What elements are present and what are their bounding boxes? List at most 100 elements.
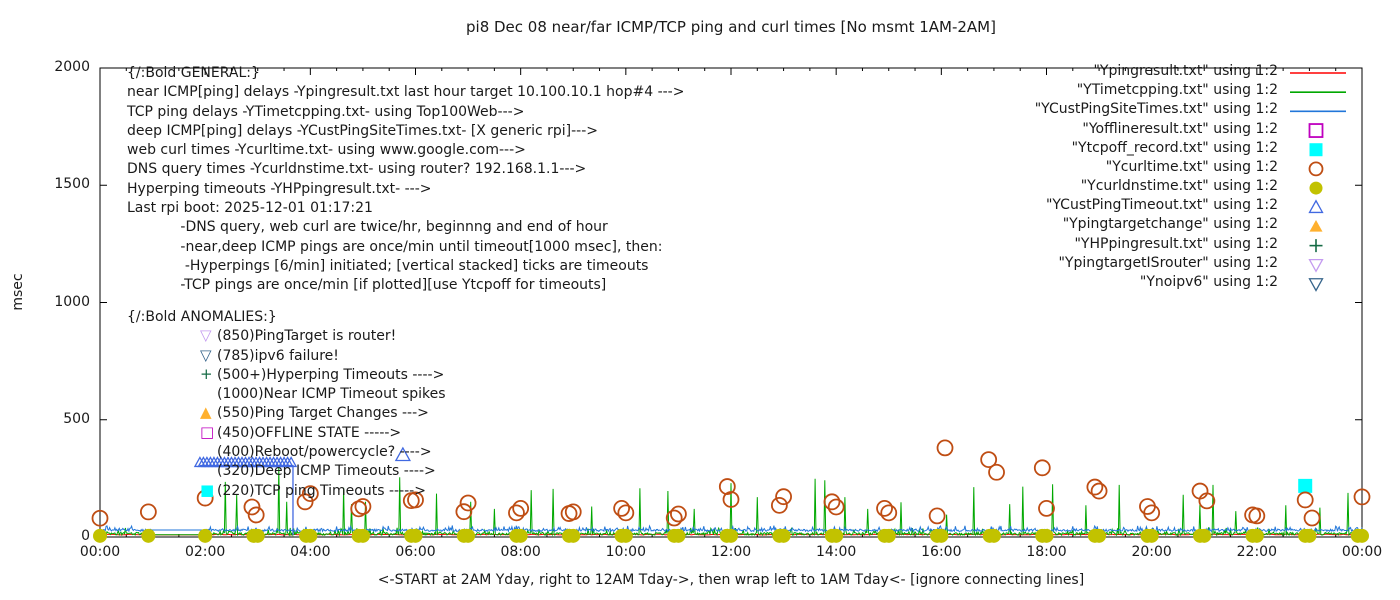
triangle-down-open-marker [1308,278,1324,292]
anomaly-text: (320)Deep ICMP Timeouts ----> [217,463,436,480]
anomalies-header: {/:Bold ANOMALIES:} [127,309,277,325]
circle-open-marker [617,504,635,522]
circle-filled-marker [355,528,370,543]
circle-open-marker [196,489,214,507]
circle-open-marker [770,496,788,514]
circle-open-marker [1248,507,1266,525]
x-tick-label: 04:00 [290,544,331,560]
anomaly-item: (320)Deep ICMP Timeouts ----> [127,462,446,481]
legend-entry: "Ypingresult.txt" using 1:2 [1093,63,1278,79]
circle-filled-marker [881,528,896,543]
legend-entry: "Ytcpoff_record.txt" using 1:2 [1071,139,1278,156]
circle-open-marker [936,439,954,457]
circle-open-marker [1038,499,1055,517]
general-line: DNS query times -Ycurldnstime.txt- using… [127,161,587,178]
circle-open-marker [243,498,261,516]
circle-open-marker [508,504,525,522]
anomaly-text: (785)ipv6 failure! [217,347,339,364]
circle-filled-marker [1092,528,1107,543]
circle-open-marker [670,505,687,523]
circle-filled-marker [1309,181,1323,195]
y-tick-label: 500 [63,410,90,427]
circle-filled-marker [408,528,423,543]
triangle-down-open-marker [1308,258,1324,273]
general-line: web curl times -Ycurltime.txt- using www… [127,142,526,159]
anomaly-marker-icon: ■ [200,480,215,499]
circle-filled-marker [829,528,844,543]
x-tick-label: 00:00 [79,544,121,560]
general-annotation: {/:Bold GENERAL:} near ICMP[ping] delays… [127,64,684,296]
circle-filled-marker [1249,528,1264,543]
circle-open-marker [1308,161,1324,177]
circle-filled-marker [1197,528,1212,543]
circle-filled-marker [141,528,156,543]
legend-entry: "Yofflineresult.txt" using 1:2 [1082,120,1278,137]
circle-filled-marker [934,528,949,543]
circle-open-marker [988,463,1005,481]
anomaly-text: (400)Reboot/powercycle? ----> [217,444,432,461]
anomaly-marker-icon: □ [200,422,215,441]
circle-open-marker [823,493,841,511]
anomaly-item: ■ (220)TCP ping Timeouts -----> [127,482,446,501]
anomaly-marker-icon: ▽ [200,345,212,364]
triangle-up-open-marker [394,446,411,462]
circle-filled-marker [1039,528,1054,543]
anomaly-item: ▽ (850)PingTarget is router! [127,327,446,346]
circle-open-marker [1353,488,1371,506]
circle-open-marker [613,499,631,517]
y-tick-label: 2000 [54,59,90,75]
x-tick-label: 12:00 [710,544,752,560]
anomaly-item: (400)Reboot/powercycle? ----> [127,443,446,462]
anomaly-text: (220)TCP ping Timeouts -----> [217,482,426,499]
general-header: {/:Bold GENERAL:} [127,65,260,81]
circle-open-marker [407,491,424,509]
circle-open-marker [665,509,683,527]
circle-filled-marker [724,528,738,543]
circle-filled-marker [1302,528,1317,543]
x-tick-label: 00:00 [1341,544,1383,560]
x-tick-label: 20:00 [1131,544,1172,560]
x-tick-label: 08:00 [500,544,541,560]
circle-open-marker [1090,482,1108,500]
general-line: Last rpi boot: 2025-12-01 01:17:21 [127,200,373,217]
anomalies-annotation: {/:Bold ANOMALIES:} ▽ (850)PingTarget is … [127,308,446,501]
anomaly-item: + (500+)Hyperping Timeouts ----> [127,366,446,385]
general-line: TCP ping delays -YTimetcpping.txt- using… [127,103,525,120]
general-line: Hyperping timeouts -YHPpingresult.txt- -… [127,180,432,197]
circle-open-marker [880,504,898,522]
x-tick-label: 14:00 [815,544,857,560]
circle-open-marker [247,506,265,524]
circle-open-marker [1296,491,1314,509]
circle-open-marker [301,485,319,503]
circle-open-marker [722,491,740,508]
circle-filled-marker [566,528,581,543]
circle-filled-marker [93,528,107,543]
circle-open-marker [827,498,845,516]
circle-filled-marker [1144,528,1159,543]
x-tick-label: 16:00 [921,544,962,560]
x-tick-label: 22:00 [1236,544,1277,560]
legend-entry: "Ycurldnstime.txt" using 1:2 [1080,178,1278,195]
circle-filled-marker [303,528,318,543]
circle-filled-marker [618,528,633,543]
chart-title: pi8 Dec 08 near/far ICMP/TCP ping and cu… [466,18,996,36]
y-axis-label: msec [10,273,26,311]
x-tick-label: 06:00 [395,544,436,560]
triangle-up-filled-marker [1309,219,1323,232]
x-tick-label: 18:00 [1026,544,1067,560]
square-filled-marker [1298,478,1313,493]
circle-open-marker [296,493,314,511]
circle-open-marker [459,494,477,512]
legend-entry: "YCustPingSiteTimes.txt" using 1:2 [1034,101,1278,118]
x-axis-caption: <-START at 2AM Yday, right to 12AM Tday-… [377,572,1085,588]
circle-open-marker [775,488,792,506]
anomaly-item: ▲ (550)Ping Target Changes ---> [127,404,446,423]
legend-entry: "Ynoipv6" using 1:2 [1139,273,1278,290]
circle-open-marker [91,509,109,527]
general-line: -Hyperpings [6/min] initiated; [vertical… [127,257,649,274]
circle-open-marker [980,451,998,469]
anomaly-item: ▽ (785)ipv6 failure! [127,347,446,366]
y-tick-label: 1500 [54,176,90,193]
circle-filled-marker [198,528,213,543]
